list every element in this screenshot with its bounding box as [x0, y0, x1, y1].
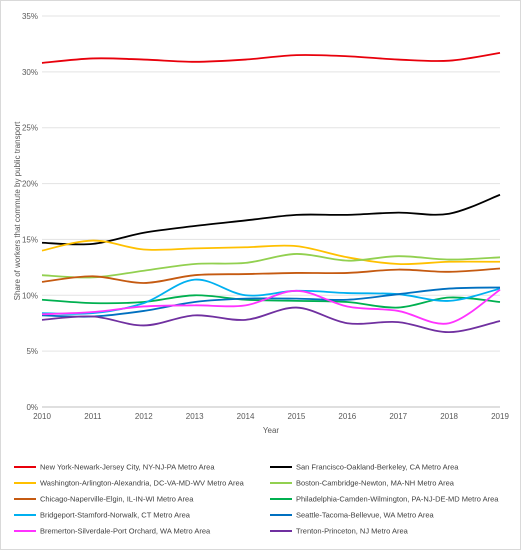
y-tick-label: 30%	[22, 68, 38, 77]
legend-label: Philadelphia-Camden-Wilmington, PA-NJ-DE…	[296, 495, 499, 504]
y-axis-title: Share of workers that commute by public …	[13, 121, 22, 301]
y-tick-label: 20%	[22, 180, 38, 189]
series-lines	[41, 51, 501, 334]
legend-label: Seattle-Tacoma-Bellevue, WA Metro Area	[296, 511, 435, 520]
legend-label: Trenton-Princeton, NJ Metro Area	[296, 527, 409, 536]
y-tick-label: 0%	[26, 403, 38, 412]
legend-label: New York-Newark-Jersey City, NY-NJ-PA Me…	[40, 463, 215, 472]
x-tick-label: 2014	[237, 412, 255, 421]
series-line-3	[41, 239, 501, 266]
y-axis-ticks: 0% 5% 10% 15% 20% 25% 30% 35%	[22, 12, 38, 412]
x-tick-label: 2018	[440, 412, 458, 421]
legend-label: Chicago-Naperville-Elgin, IL-IN-WI Metro…	[40, 495, 194, 504]
x-tick-label: 2017	[389, 412, 407, 421]
y-tick-label: 25%	[22, 124, 38, 133]
series-line-4	[41, 253, 501, 279]
series-line-9	[41, 288, 501, 325]
x-axis-ticks: 2010 2011 2012 2013 2014 2015 2016 2017 2018 2019	[33, 412, 509, 421]
legend: New York-Newark-Jersey City, NY-NJ-PA Me…	[14, 463, 499, 536]
series-line-6	[41, 294, 501, 309]
x-tick-label: 2012	[135, 412, 153, 421]
series-line-10	[41, 306, 501, 334]
gridlines	[42, 15, 500, 408]
x-tick-label: 2010	[33, 412, 51, 421]
legend-label: Bremerton-Silverdale-Port Orchard, WA Me…	[40, 527, 211, 536]
x-tick-label: 2011	[84, 412, 102, 421]
legend-label: Washington-Arlington-Alexandria, DC-VA-M…	[40, 479, 245, 488]
series-line-5	[41, 267, 501, 284]
y-tick-label: 10%	[22, 291, 38, 300]
legend-label: San Francisco-Oakland-Berkeley, CA Metro…	[296, 463, 459, 472]
series-line-1	[41, 51, 501, 64]
x-tick-label: 2016	[338, 412, 356, 421]
x-axis-title: Year	[263, 426, 280, 435]
legend-label: Bridgeport-Stamford-Norwalk, CT Metro Ar…	[40, 511, 191, 520]
x-tick-label: 2019	[491, 412, 509, 421]
x-tick-label: 2013	[186, 412, 204, 421]
y-tick-label: 15%	[22, 235, 38, 244]
x-tick-label: 2015	[288, 412, 306, 421]
y-tick-label: 35%	[22, 12, 38, 21]
legend-label: Boston-Cambridge-Newton, MA-NH Metro Are…	[296, 479, 455, 488]
series-line-8	[41, 286, 501, 318]
y-tick-label: 5%	[26, 347, 38, 356]
series-line-2	[41, 193, 501, 246]
